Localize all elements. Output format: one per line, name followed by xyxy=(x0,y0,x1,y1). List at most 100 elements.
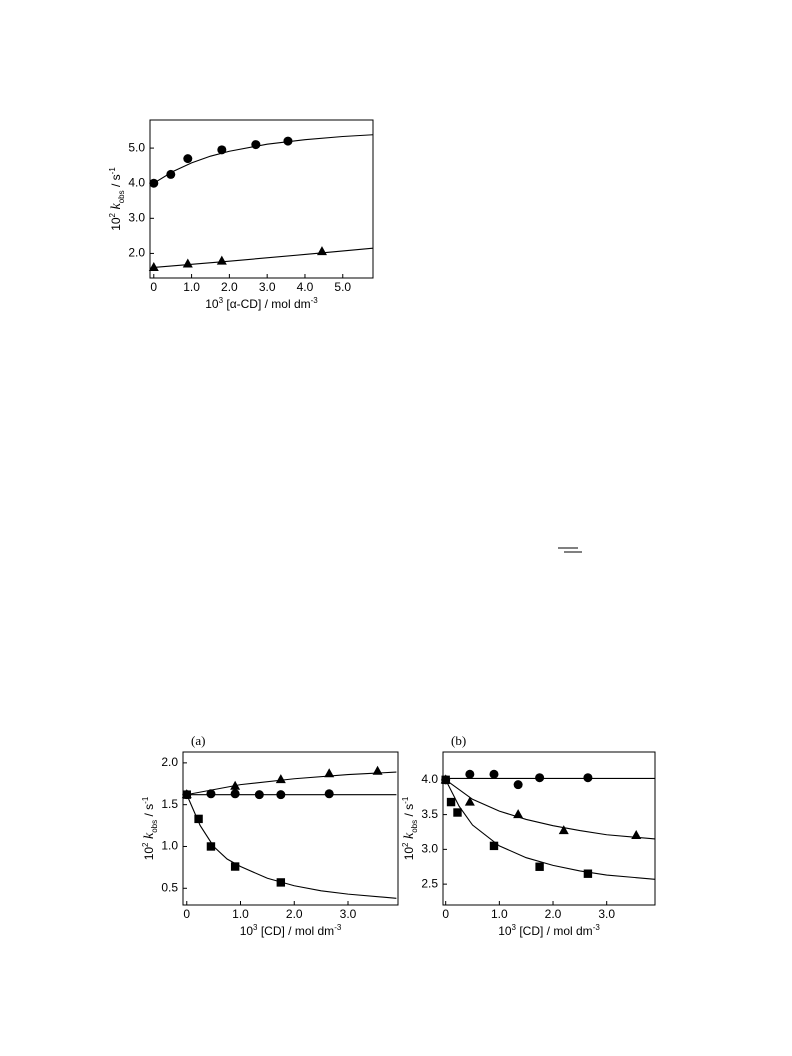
x-tick-label: 3.0 xyxy=(259,280,276,294)
data-point xyxy=(558,825,569,835)
fit-curve xyxy=(153,134,374,184)
data-point xyxy=(166,169,176,179)
label-part: k xyxy=(402,832,417,843)
equation-fragment xyxy=(558,547,582,553)
y-tick-label: 4.0 xyxy=(421,772,438,786)
label-part: 2 xyxy=(401,842,410,847)
label-part: -1 xyxy=(108,167,117,175)
data-point xyxy=(453,808,462,817)
label-part: 10 xyxy=(498,924,512,938)
x-tick-label: 5.0 xyxy=(334,280,351,294)
x-tick-label: 2.0 xyxy=(545,907,562,921)
label-part: 10 xyxy=(205,297,219,311)
data-point xyxy=(230,862,240,871)
data-point xyxy=(149,178,159,188)
fit-curve xyxy=(186,794,397,899)
label-part: 10 xyxy=(402,847,416,861)
data-point xyxy=(513,780,523,790)
plot-frame xyxy=(182,751,399,906)
data-point xyxy=(489,841,499,851)
data-point xyxy=(583,869,593,878)
data-point xyxy=(230,789,240,799)
data-point xyxy=(465,769,475,779)
y-tick-label: 3.0 xyxy=(128,210,145,224)
label-part: -3 xyxy=(334,923,342,932)
label-part: k xyxy=(142,832,157,843)
data-point xyxy=(194,814,203,824)
x-tick-label: 2.0 xyxy=(286,907,303,921)
label-part: 3 xyxy=(219,296,224,305)
y-tick-label: 1.0 xyxy=(161,839,178,853)
data-point xyxy=(583,773,593,783)
y-tick-label: 1.5 xyxy=(161,797,178,811)
plot-frame xyxy=(442,751,656,906)
label-part: -3 xyxy=(311,296,319,305)
y-tick-label: 2.0 xyxy=(128,246,145,260)
data-point xyxy=(446,797,456,807)
label-part: 3 xyxy=(253,923,258,932)
label-part: obs xyxy=(150,820,159,833)
label-part: 10 xyxy=(109,217,123,231)
data-point xyxy=(464,796,475,806)
label-part: 2 xyxy=(108,212,117,217)
fit-curve xyxy=(186,771,397,796)
x-tick-label: 2.0 xyxy=(221,280,238,294)
axis-label: 103 [CD] / mol dm-3 xyxy=(240,923,342,939)
data-point xyxy=(324,789,334,799)
label-part: [CD] / mol dm xyxy=(516,924,593,938)
fit-curve xyxy=(153,247,374,269)
label-part: / s xyxy=(142,804,156,820)
label-part: -1 xyxy=(141,796,150,804)
label-part: -3 xyxy=(593,923,601,932)
label-part: 3 xyxy=(512,923,517,932)
y-tick-label: 4.0 xyxy=(128,175,145,189)
label-part: / s xyxy=(109,174,123,190)
data-point xyxy=(489,769,499,779)
axis-label: 102 kobs / s-1 xyxy=(141,796,159,860)
x-tick-label: 1.0 xyxy=(183,280,200,294)
data-point xyxy=(535,773,545,783)
axis-label: 103 [CD] / mol dm-3 xyxy=(498,923,600,939)
label-part: [CD] / mol dm xyxy=(258,924,335,938)
x-tick-label: 1.0 xyxy=(232,907,249,921)
axis-label: 102 kobs / s-1 xyxy=(108,167,126,231)
label-part: k xyxy=(109,202,124,213)
y-tick-label: 2.0 xyxy=(161,755,178,769)
data-point xyxy=(206,789,216,799)
y-tick-label: 2.5 xyxy=(421,876,438,890)
label-part: 10 xyxy=(142,847,156,861)
label-part: -1 xyxy=(401,796,410,804)
chart-title: (b) xyxy=(451,733,466,748)
fit-curve xyxy=(445,779,656,840)
label-part: 2 xyxy=(141,842,150,847)
label-part: 10 xyxy=(240,924,254,938)
y-tick-label: 3.0 xyxy=(421,842,438,856)
fit-curve xyxy=(445,779,656,880)
plot-frame xyxy=(149,119,374,279)
data-point xyxy=(251,140,261,150)
x-tick-label: 4.0 xyxy=(297,280,314,294)
label-part: obs xyxy=(410,820,419,833)
label-part: / s xyxy=(402,804,416,820)
y-tick-label: 0.5 xyxy=(161,880,178,894)
chart-title: (a) xyxy=(191,733,205,748)
label-part: obs xyxy=(117,190,126,203)
data-point xyxy=(324,768,335,778)
data-point xyxy=(283,136,293,146)
x-tick-label: 3.0 xyxy=(340,907,357,921)
data-point xyxy=(148,261,159,271)
y-tick-label: 3.5 xyxy=(421,807,438,821)
x-tick-label: 3.0 xyxy=(598,907,615,921)
x-tick-label: 0 xyxy=(150,280,157,294)
data-point xyxy=(183,154,193,164)
x-tick-label: 1.0 xyxy=(491,907,508,921)
label-part: [α-CD] / mol dm xyxy=(223,297,311,311)
data-point xyxy=(535,862,544,871)
axis-label: 103 [α-CD] / mol dm-3 xyxy=(205,296,318,312)
data-point xyxy=(206,842,216,851)
y-tick-label: 5.0 xyxy=(128,140,145,154)
axis-label: 102 kobs / s-1 xyxy=(401,796,419,860)
x-tick-label: 0 xyxy=(183,907,190,921)
